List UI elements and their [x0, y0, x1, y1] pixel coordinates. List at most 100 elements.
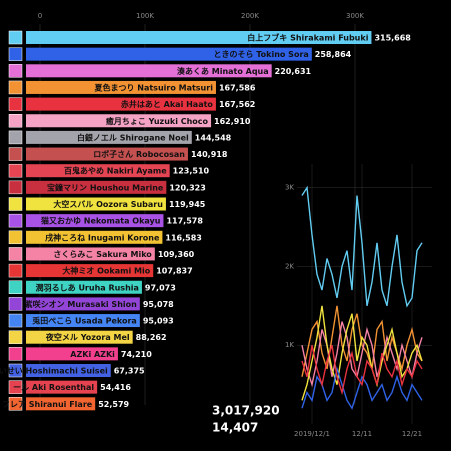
- bar-label: 湊あくあ Minato Aqua: [177, 66, 269, 76]
- bar: [26, 364, 111, 377]
- bar-label: 大空スバル Oozora Subaru: [53, 199, 163, 209]
- bar-label: 百鬼あやめ Nakiri Ayame: [64, 166, 167, 176]
- bar: [26, 297, 140, 311]
- bar-label: 兎田ぺこら Usada Pekora: [32, 316, 137, 326]
- bar: [26, 230, 163, 244]
- bar-icon: [8, 180, 23, 195]
- bar: [26, 31, 372, 44]
- value-label: 54,416: [100, 383, 131, 392]
- bar-icon: [8, 330, 23, 344]
- x-tick-label: 2019/12/1: [294, 430, 330, 438]
- bar-icon: [8, 347, 23, 361]
- bar: [26, 380, 98, 394]
- bar-icon: [8, 263, 23, 278]
- bar: [26, 47, 312, 61]
- value-label: 167,562: [219, 100, 255, 109]
- bar: [26, 330, 133, 344]
- bar-icon: [8, 247, 23, 261]
- bar-label: 猫又おかゆ Nekomata Okayu: [40, 216, 161, 226]
- value-label: 95,078: [143, 300, 174, 309]
- bar: [26, 64, 272, 78]
- bar-icon: [8, 147, 23, 161]
- value-label: 144,548: [195, 133, 232, 142]
- bar-label: ときのそら Tokino Sora: [213, 50, 308, 59]
- bar-icon: [8, 313, 23, 328]
- bar-label: 戌神ころね Inugami Korone: [45, 232, 160, 242]
- bar-icon: [8, 47, 23, 61]
- bar-icon: [8, 114, 23, 128]
- value-label: 258,864: [315, 50, 352, 59]
- value-label: 88,262: [136, 333, 167, 342]
- bar-label: AZKi AZKi: [70, 350, 115, 359]
- bar-label: いせい Hoshimachi Suisei: [0, 367, 108, 376]
- bar-icon: [8, 163, 23, 178]
- x-tick-label: 0: [38, 12, 42, 20]
- bar: [26, 214, 164, 228]
- bar: [26, 80, 216, 94]
- x-tick-label: 100K: [136, 12, 154, 20]
- bar-icon: [8, 297, 23, 311]
- bar-icon: [8, 280, 23, 294]
- bar-label: 夏色まつり Natsuiro Matsuri: [93, 82, 213, 92]
- value-label: 97,073: [145, 283, 176, 292]
- bar: [26, 97, 216, 111]
- bar-label: 潤羽るしあ Uruha Rushia: [36, 282, 139, 292]
- bar-icon: [8, 213, 23, 228]
- line: [301, 321, 423, 388]
- bar-icon: [8, 230, 23, 245]
- bar-label: ロボ子さん Robocosan: [93, 149, 185, 159]
- bar: [26, 130, 192, 144]
- bar: [26, 347, 118, 361]
- bar-icon: [8, 97, 23, 111]
- value-label: 220,631: [275, 67, 312, 76]
- value-label: 52,579: [98, 400, 129, 409]
- bar-label: 紫咲シオン Murasaki Shion: [25, 299, 137, 309]
- bar-icon: [8, 130, 23, 145]
- value-label: 167,586: [219, 83, 256, 92]
- line: [301, 185, 423, 308]
- x-tick-label: 300K: [346, 12, 364, 20]
- bar-label: 宝鐘マリン Houshou Marine: [47, 182, 164, 192]
- bar: [26, 197, 166, 211]
- value-label: 123,510: [173, 167, 210, 176]
- line: [301, 305, 423, 377]
- bar: [26, 264, 154, 278]
- bar: [26, 114, 212, 128]
- bar-label: 赤井はあと Akai Haato: [121, 99, 214, 109]
- bar-icon: [8, 80, 23, 95]
- value-label: 140,918: [191, 150, 228, 159]
- bar-icon: [8, 380, 23, 394]
- bar-label: 癒月ちょこ Yuzuki Choco: [106, 116, 209, 126]
- x-tick-label: 200K: [241, 12, 259, 20]
- value-label: 119,945: [169, 200, 206, 209]
- bar-icon: [8, 30, 23, 45]
- bar-icon: [8, 64, 23, 78]
- bar: [26, 314, 140, 328]
- value-label: 117,578: [166, 217, 203, 226]
- total: 3,017,920: [212, 404, 280, 418]
- line: [301, 305, 423, 401]
- bar: [26, 180, 167, 194]
- y-tick-label: 1K: [285, 341, 294, 349]
- delta: 14,407: [212, 421, 258, 435]
- bar: [26, 247, 155, 261]
- x-tick-label: 12/11: [352, 430, 372, 438]
- bar-label: 夜空メル Yozora Mel: [45, 332, 130, 342]
- value-label: 116,583: [165, 233, 201, 242]
- bar: [26, 147, 188, 161]
- y-tick-label: 2K: [285, 262, 294, 270]
- bar-label: さくらみこ Sakura Miko: [53, 250, 152, 259]
- y-tick-label: 3K: [285, 184, 294, 192]
- line: [301, 345, 423, 396]
- bar-icon: [8, 197, 23, 211]
- value-label: 162,910: [214, 117, 251, 126]
- bar-label: ール Aki Rosenthal: [13, 383, 94, 392]
- bar: [26, 280, 142, 294]
- bar-label: フレア Shiranui Flare: [2, 400, 93, 409]
- bar-icon: [8, 397, 23, 411]
- value-label: 74,210: [121, 350, 152, 359]
- x-tick-label: 12/21: [402, 430, 422, 438]
- bar-label: 大神ミオ Ookami Mio: [62, 266, 150, 276]
- value-label: 120,323: [169, 183, 205, 192]
